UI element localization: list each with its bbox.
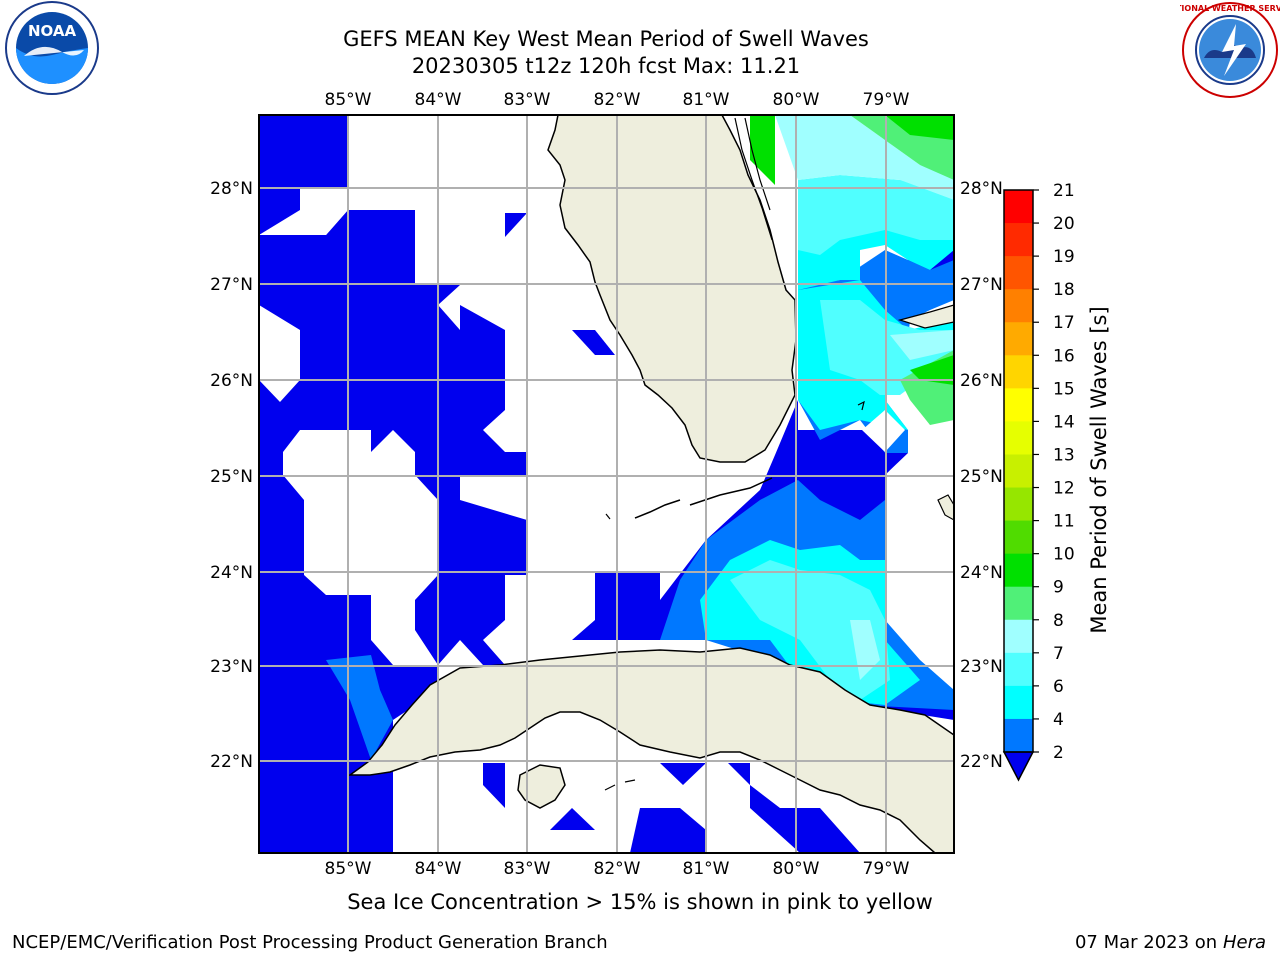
lat-label: 23°N: [960, 657, 1003, 677]
svg-text:NATIONAL WEATHER SERVICE: NATIONAL WEATHER SERVICE: [1180, 4, 1280, 13]
florida-land: [547, 115, 797, 463]
colorbar-tick-label: 10: [1053, 545, 1075, 565]
lat-labels-left: 28°N 27°N 26°N 25°N 24°N 23°N 22°N: [210, 179, 253, 772]
colorbar-segment: [1004, 685, 1033, 720]
colorbar-tick-label: 19: [1053, 247, 1075, 267]
lat-label: 23°N: [210, 657, 253, 677]
colorbar-label: Mean Period of Swell Waves [s]: [1087, 306, 1111, 633]
lon-labels-top: 85°W 84°W 83°W 82°W 81°W 80°W 79°W: [325, 90, 910, 110]
colorbar-tick-label: 20: [1053, 214, 1075, 234]
lon-label: 84°W: [415, 90, 462, 110]
colorbar-tick-label: 17: [1053, 313, 1075, 333]
colorbar-tick-label: 11: [1053, 512, 1075, 532]
colorbar-segment: [1004, 520, 1033, 555]
lon-labels-bottom: 85°W 84°W 83°W 82°W 81°W 80°W 79°W: [325, 859, 910, 879]
colorbar-tick-label: 18: [1053, 280, 1075, 300]
lat-label: 22°N: [960, 752, 1003, 772]
isla-land: [517, 764, 566, 809]
credit-branch: NCEP/EMC/Verification Post Processing Pr…: [12, 932, 608, 953]
colorbar-segment: [1004, 553, 1033, 588]
lon-label: 85°W: [325, 90, 372, 110]
colorbar-tick-label: 4: [1053, 710, 1064, 730]
colorbar-segment: [1004, 223, 1033, 257]
lat-labels-right: 28°N 27°N 26°N 25°N 24°N 23°N 22°N: [960, 179, 1003, 772]
lon-label: 81°W: [683, 859, 730, 879]
lon-label: 80°W: [773, 90, 820, 110]
colorbar-segment: [1004, 487, 1033, 522]
lat-label: 24°N: [960, 563, 1003, 583]
lon-label: 80°W: [773, 859, 820, 879]
colorbar-tick-label: 12: [1053, 479, 1075, 499]
colorbar-tick-label: 7: [1053, 644, 1064, 664]
swell-period-10-11s: [750, 115, 954, 385]
lon-label: 79°W: [863, 859, 910, 879]
credit-date: 07 Mar 2023 on Hera: [1075, 932, 1266, 953]
lat-label: 25°N: [210, 467, 253, 487]
cuba-land: [347, 647, 954, 853]
lon-label: 79°W: [863, 90, 910, 110]
colorbar-tick-label: 8: [1053, 611, 1064, 631]
nws-logo: NATIONAL WEATHER SERVICE: [1180, 2, 1280, 98]
colorbar-tick-label: 9: [1053, 578, 1064, 598]
colorbar-tick-label: 13: [1053, 445, 1075, 465]
host-name: Hera: [1222, 932, 1266, 953]
colorbar-segment: [1004, 388, 1033, 422]
lon-label: 82°W: [594, 859, 641, 879]
lat-label: 28°N: [960, 179, 1003, 199]
lon-label: 83°W: [504, 859, 551, 879]
colorbar-segment: [1004, 289, 1033, 323]
lat-label: 27°N: [960, 275, 1003, 295]
chart-subtitle: 20230305 t12z 120h fcst Max: 11.21: [411, 54, 801, 78]
lat-label: 28°N: [210, 179, 253, 199]
colorbar-tick-label: 15: [1053, 379, 1075, 399]
lat-label: 26°N: [960, 371, 1003, 391]
noaa-logo: NOAA: [5, 1, 99, 95]
lat-label: 25°N: [960, 467, 1003, 487]
lon-label: 84°W: [415, 859, 462, 879]
colorbar-segment: [1004, 322, 1033, 356]
date-text: 07 Mar 2023 on: [1074, 932, 1218, 953]
colorbar-tick-label: 6: [1053, 677, 1064, 697]
colorbar-segment: [1004, 718, 1033, 753]
map-frame: [258, 114, 955, 854]
lat-label: 24°N: [210, 563, 253, 583]
lon-label: 85°W: [325, 859, 372, 879]
colorbar-tick-label: 16: [1053, 346, 1075, 366]
colorbar-segment: [1004, 190, 1033, 224]
colorbar: 21 20 19 18 17 16 15 14 13 12 11 10 9 8 7 6 4 2: [1002, 181, 1075, 782]
colorbar-frame: [1003, 189, 1034, 753]
chart-title: GEFS MEAN Key West Mean Period of Swell …: [343, 27, 869, 51]
colorbar-tick-label: 21: [1053, 181, 1075, 201]
colorbar-segment: [1004, 256, 1033, 290]
colorbar-segment: [1004, 421, 1033, 455]
graticule: [259, 115, 954, 853]
colorbar-extend-arrow: [1002, 751, 1035, 782]
colorbar-segment: [1004, 355, 1033, 389]
colorbar-segment: [1004, 619, 1033, 654]
lat-label: 22°N: [210, 752, 253, 772]
colorbar-segment: [1004, 652, 1033, 687]
lat-label: 26°N: [210, 371, 253, 391]
svg-text:NOAA: NOAA: [28, 22, 77, 40]
colorbar-segment: [1004, 454, 1033, 489]
colorbar-tick-label: 2: [1053, 743, 1064, 763]
colorbar-segment: [1004, 586, 1033, 621]
colorbar-tick-label: 14: [1053, 412, 1075, 432]
lon-label: 83°W: [504, 90, 551, 110]
lat-label: 27°N: [210, 275, 253, 295]
lon-label: 81°W: [683, 90, 730, 110]
sea-ice-note: Sea Ice Concentration > 15% is shown in …: [347, 890, 933, 914]
lon-label: 82°W: [594, 90, 641, 110]
